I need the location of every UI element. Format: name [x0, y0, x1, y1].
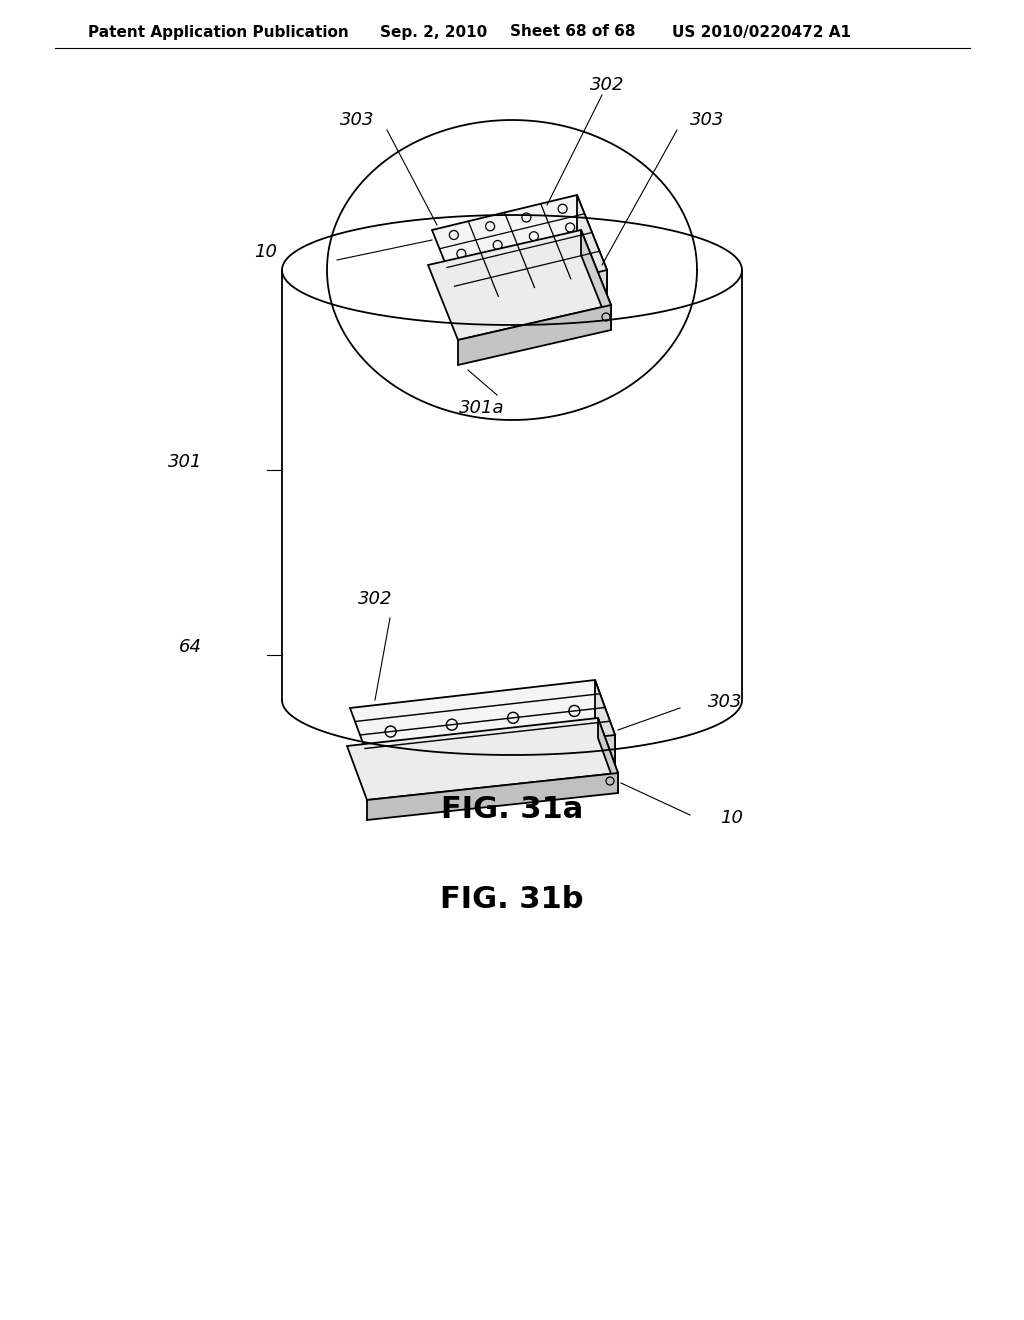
- Text: 10: 10: [254, 243, 278, 261]
- Polygon shape: [581, 230, 611, 330]
- Text: 10: 10: [720, 809, 743, 828]
- Text: FIG. 31b: FIG. 31b: [440, 886, 584, 915]
- Text: Patent Application Publication: Patent Application Publication: [88, 25, 349, 40]
- Polygon shape: [462, 271, 607, 341]
- Polygon shape: [350, 680, 615, 762]
- Text: 302: 302: [590, 77, 625, 94]
- Text: 64: 64: [179, 638, 202, 656]
- Text: Sep. 2, 2010: Sep. 2, 2010: [380, 25, 487, 40]
- Text: Sheet 68 of 68: Sheet 68 of 68: [510, 25, 636, 40]
- Text: 301: 301: [168, 453, 202, 471]
- Text: 301a: 301a: [459, 399, 505, 417]
- Text: 303: 303: [340, 111, 374, 129]
- Polygon shape: [370, 735, 615, 800]
- Text: US 2010/0220472 A1: US 2010/0220472 A1: [672, 25, 851, 40]
- Polygon shape: [458, 305, 611, 366]
- Text: 303: 303: [708, 693, 742, 711]
- Polygon shape: [367, 774, 618, 820]
- Text: 303: 303: [690, 111, 724, 129]
- Polygon shape: [577, 195, 607, 305]
- Polygon shape: [428, 230, 611, 341]
- Polygon shape: [432, 195, 607, 305]
- Polygon shape: [347, 718, 618, 800]
- Text: 302: 302: [357, 590, 392, 609]
- Polygon shape: [598, 718, 618, 793]
- Text: FIG. 31a: FIG. 31a: [441, 796, 583, 825]
- Polygon shape: [595, 680, 615, 774]
